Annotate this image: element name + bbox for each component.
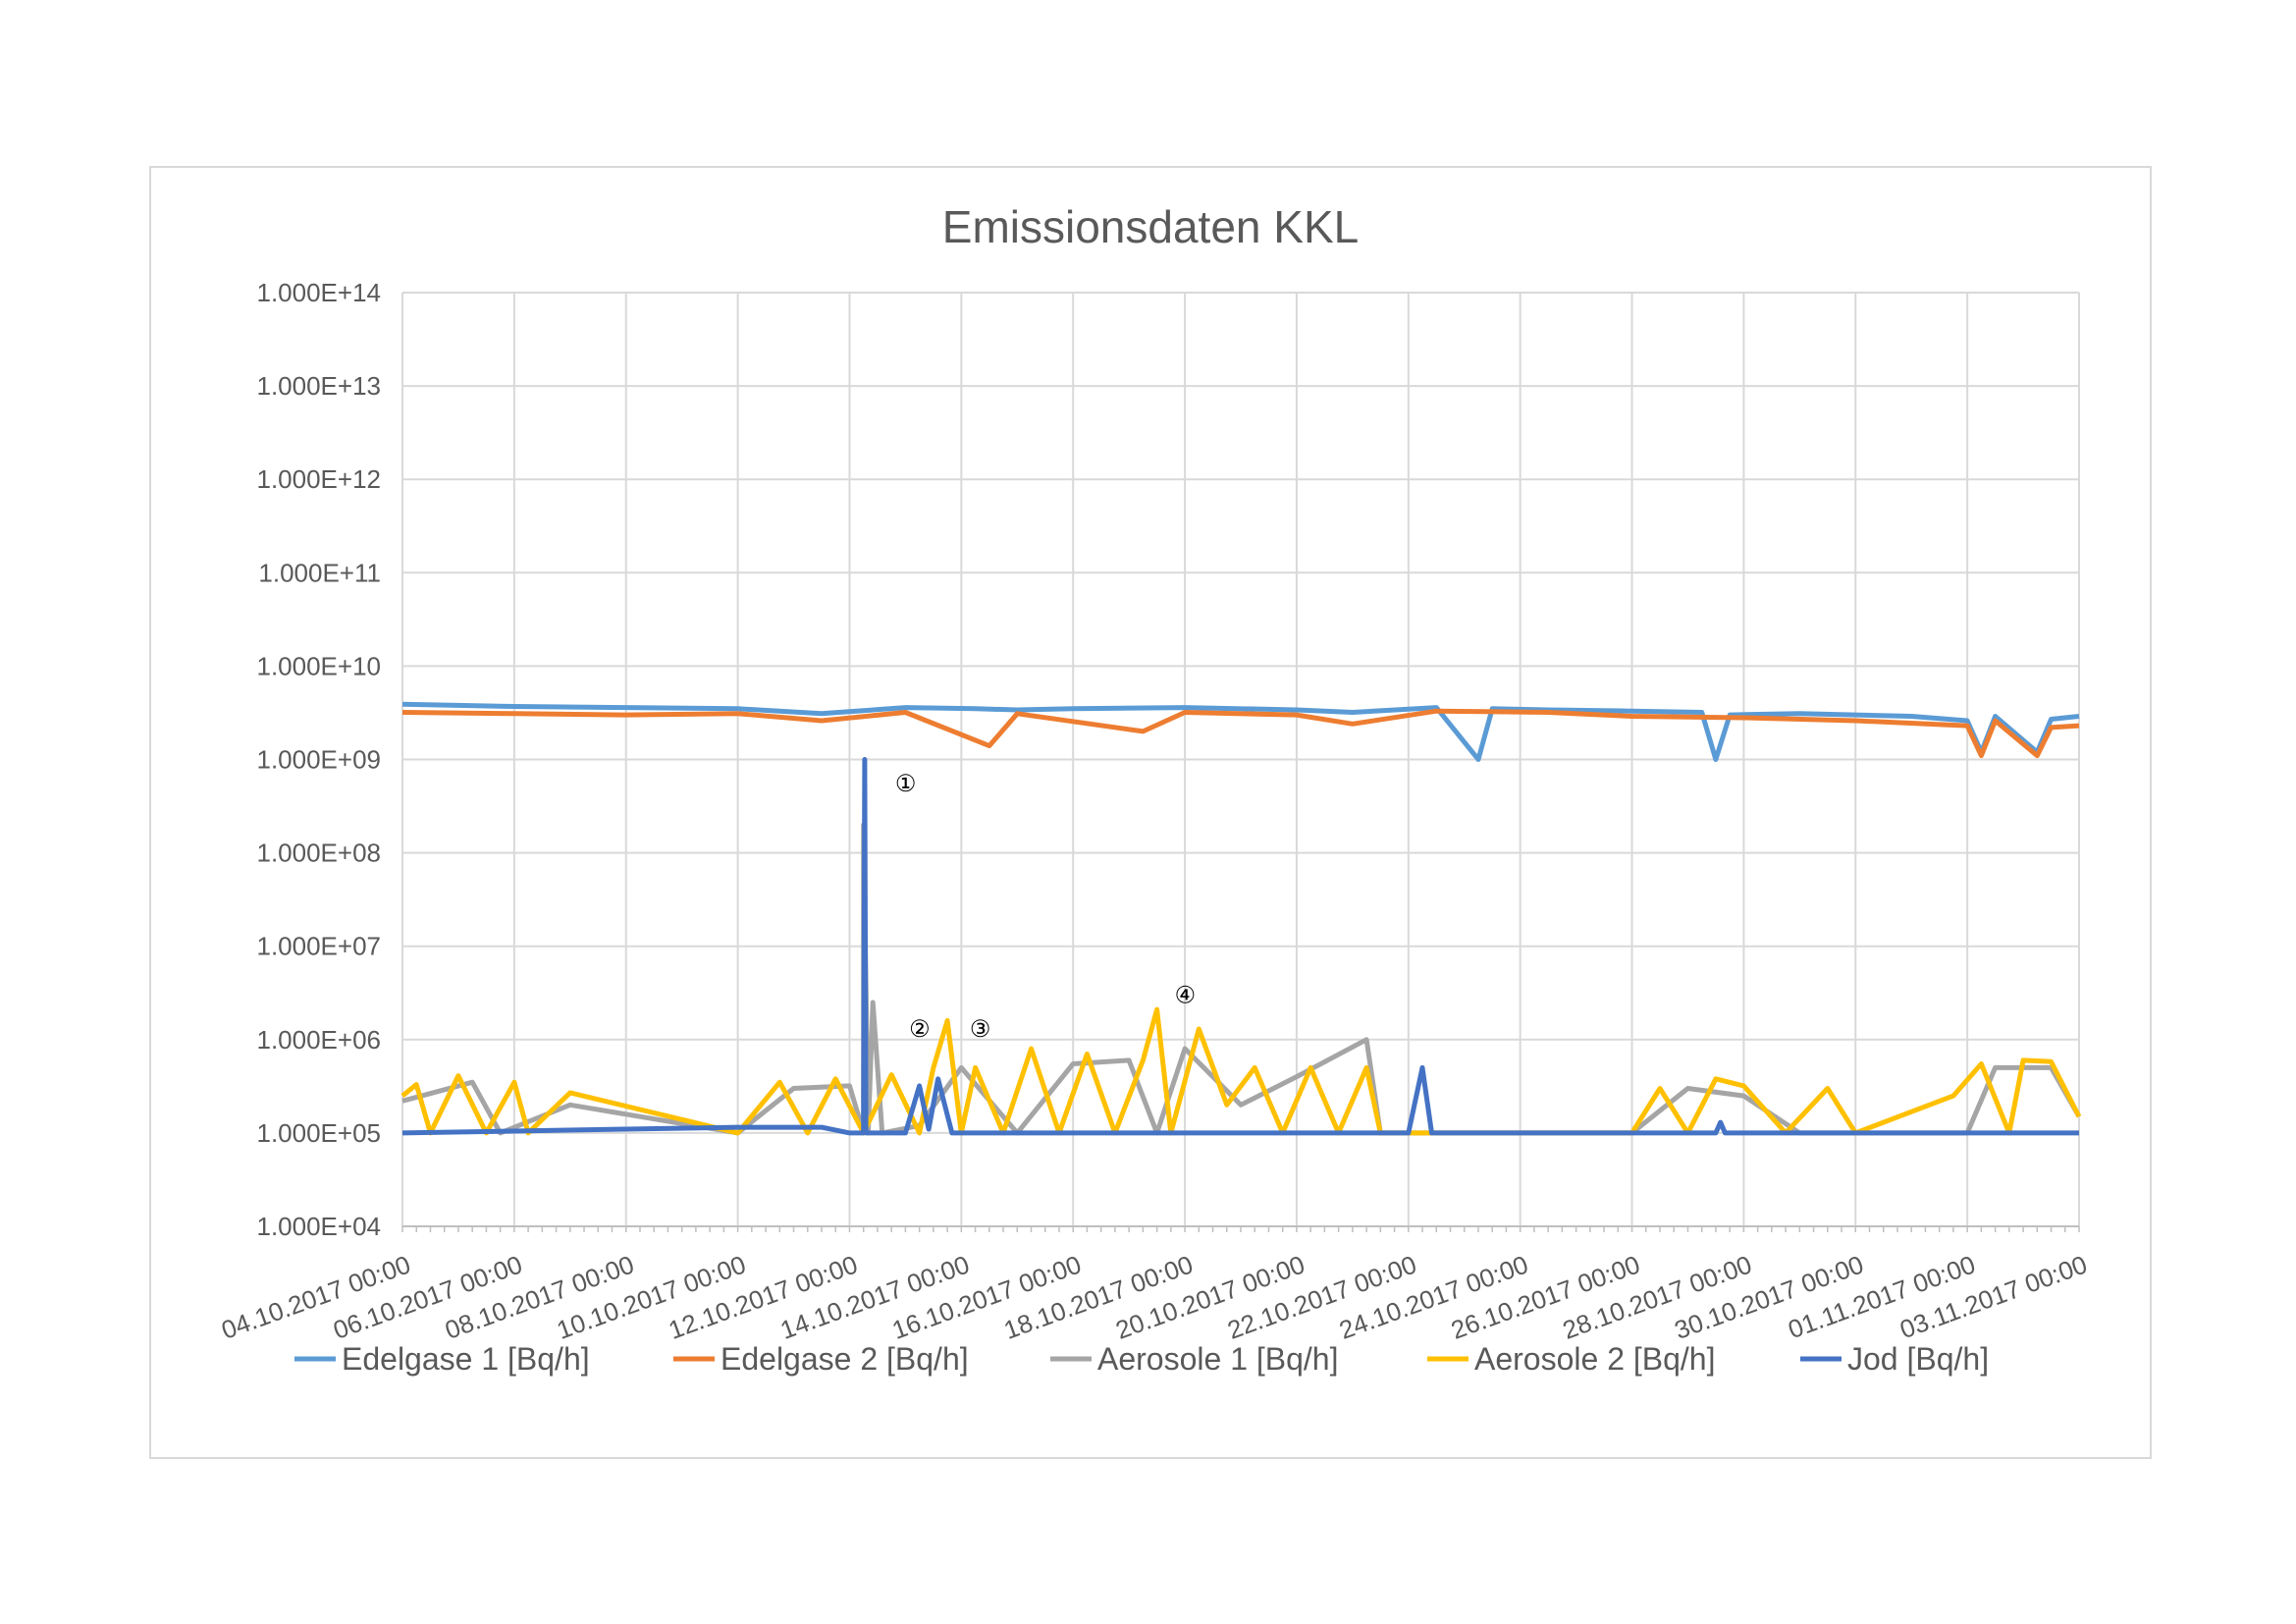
series-line-4 (400, 1006, 2082, 1136)
annotation-marker-3: ③ (970, 1016, 991, 1043)
chart-canvas: Emissionsdaten KKL 1.000E+041.000E+051.0… (218, 201, 2091, 1377)
series-group (400, 701, 2082, 1136)
legend-label-4: Aerosole 2 [Bq/h] (1474, 1341, 1715, 1377)
series-line-5 (401, 757, 2079, 1136)
chart-frame: Emissionsdaten KKL 1.000E+04 1.000E+05 1.0… (149, 166, 2152, 1459)
y-tick-label: 1.000E+09 (256, 745, 381, 775)
y-tick-label: 1.000E+11 (258, 558, 381, 587)
y-tick-label: 1.000E+13 (256, 371, 381, 401)
y-tick-label: 1.000E+08 (256, 839, 381, 868)
x-tick-label: 03.11.2017 00:00 (1896, 1249, 2091, 1344)
legend-label-5: Jod [Bq/h] (1847, 1341, 1989, 1377)
y-tick-label: 1.000E+10 (256, 651, 381, 680)
y-tick-label: 1.000E+05 (256, 1118, 381, 1148)
legend-label-2: Edelgase 2 [Bq/h] (721, 1341, 969, 1377)
chart-title: Emissionsdaten KKL (942, 201, 1359, 252)
annotation-marker-4: ④ (1175, 982, 1197, 1008)
y-tick-label: 1.000E+06 (256, 1025, 381, 1055)
grid (401, 292, 2080, 1227)
legend-label-1: Edelgase 1 [Bq/h] (342, 1341, 590, 1377)
y-tick-label: 1.000E+12 (256, 464, 381, 494)
series-line-3 (401, 822, 2082, 1136)
y-tick-label: 1.000E+14 (256, 278, 381, 307)
y-axis: 1.000E+04 1.000E+05 1.000E+06 1.000E+07 1.00… (256, 278, 381, 1241)
y-tick-label: 1.000E+04 (256, 1212, 381, 1241)
annotation-marker-1: ① (895, 771, 917, 797)
series-line-2 (401, 708, 2080, 759)
legend-label-3: Aerosole 1 [Bq/h] (1097, 1341, 1338, 1377)
y-tick-label: 1.000E+07 (256, 932, 381, 961)
legend: Edelgase 1 [Bq/h] Edelgase 2 [Bq/h] Aeroso… (294, 1341, 1989, 1377)
annotations: ① ② ③ ④ (895, 771, 1196, 1043)
annotation-marker-2: ② (909, 1016, 931, 1043)
